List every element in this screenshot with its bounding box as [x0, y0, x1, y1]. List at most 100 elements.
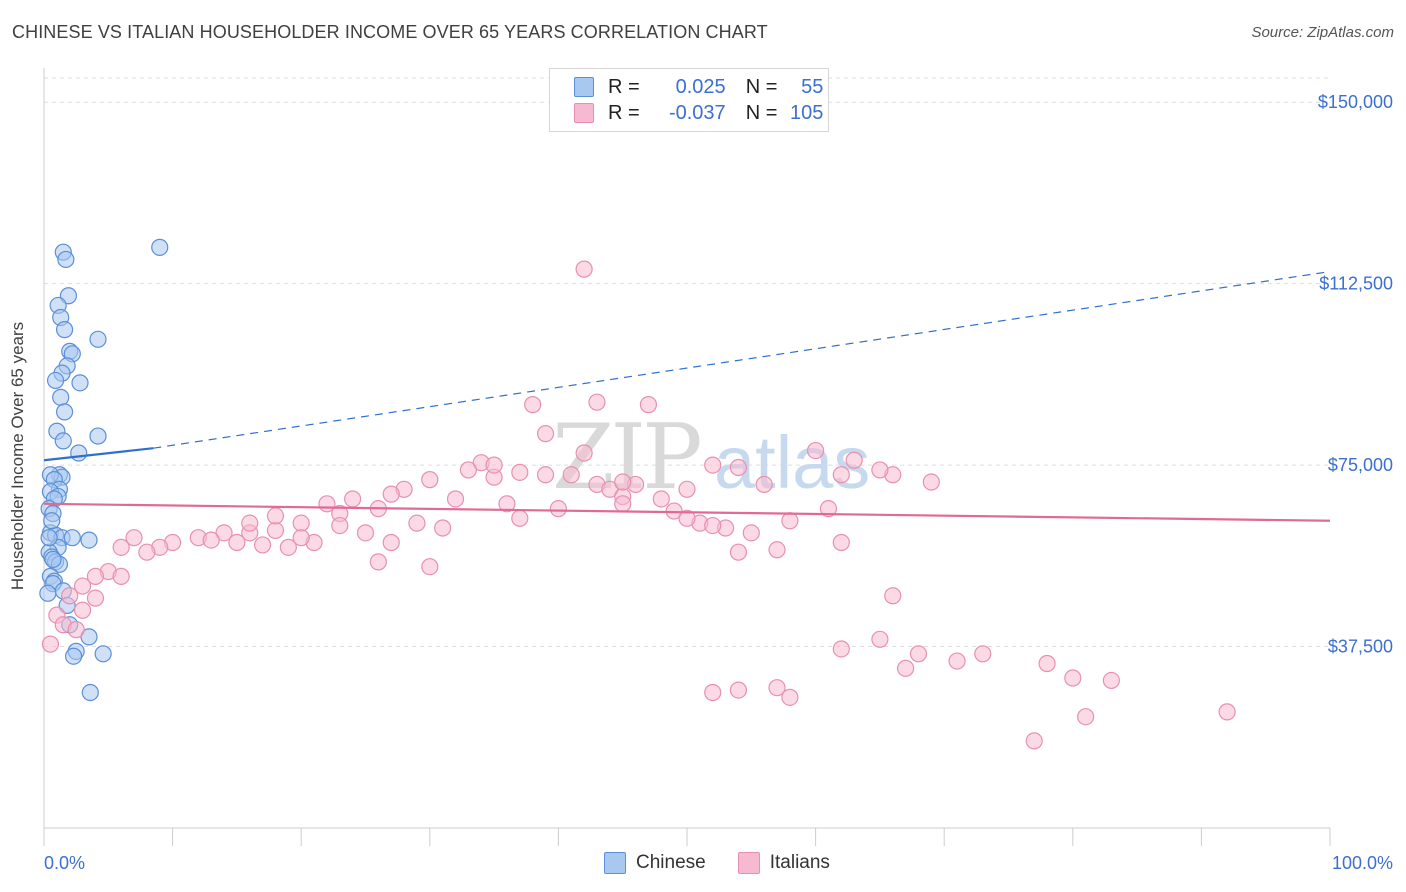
chinese-point: [80, 628, 98, 646]
chinese-point: [44, 550, 62, 569]
italian-point: [382, 533, 400, 552]
italian-point: [421, 558, 439, 576]
y-tick-label: $150,000: [1318, 92, 1393, 112]
italian-point: [279, 538, 297, 556]
source-label: Source: ZipAtlas.com: [1251, 24, 1394, 41]
italian-point: [562, 466, 580, 484]
italian-point: [678, 509, 696, 527]
italian-point: [215, 524, 233, 542]
italian-point: [832, 533, 850, 552]
italian-point: [292, 514, 310, 532]
italian-point: [678, 480, 696, 498]
italian-point: [67, 621, 85, 639]
legend-r-label: R =: [608, 75, 640, 98]
series-legend: Chinese Italians: [604, 852, 862, 874]
axis-layer: [43, 68, 1331, 846]
legend-r-value: 0.025: [675, 75, 726, 98]
italian-point: [922, 473, 940, 491]
chinese-point: [89, 330, 107, 348]
grid-layer: [44, 77, 1330, 648]
italian-point: [704, 683, 722, 702]
italian-point: [948, 652, 966, 670]
italian-point: [601, 480, 619, 498]
italian-point: [639, 396, 658, 414]
x-tick-label-max: 100.0%: [1332, 853, 1393, 873]
series-label-italians: Italians: [769, 852, 830, 873]
series-swatch-chinese: [604, 852, 626, 874]
chinese-point: [55, 321, 74, 339]
legend-r-label: R =: [608, 101, 640, 124]
series-legend-chinese: Chinese: [604, 852, 706, 874]
italian-point: [241, 514, 259, 532]
italian-point: [511, 509, 529, 527]
italian-point: [575, 444, 593, 462]
italian-point: [434, 519, 452, 537]
italian-point: [254, 536, 272, 554]
chinese-point: [63, 529, 81, 547]
italian-point: [344, 490, 362, 508]
italian-point: [112, 567, 130, 585]
chinese-trend-extension: [153, 270, 1331, 449]
series-swatch-italians: [737, 852, 760, 874]
italian-point: [524, 396, 542, 414]
italian-point: [704, 516, 722, 535]
chinese-point: [71, 374, 89, 392]
chinese-point: [89, 427, 107, 445]
italian-point: [588, 393, 606, 411]
trend-layer: [43, 270, 1331, 522]
italian-trend-line: [43, 502, 1331, 522]
italian-point: [292, 529, 310, 547]
italian-point: [1218, 703, 1236, 721]
chinese-point: [70, 444, 88, 462]
italian-point: [1102, 671, 1120, 690]
legend-n-value: 55: [801, 75, 824, 98]
legend-r-value: -0.037: [668, 101, 726, 124]
italian-point: [871, 461, 889, 479]
chinese-point: [55, 403, 74, 421]
chinese-point: [39, 584, 57, 602]
chinese-point: [46, 371, 65, 390]
chart-title: CHINESE VS ITALIAN HOUSEHOLDER INCOME OV…: [12, 22, 768, 42]
chinese-point: [94, 645, 112, 663]
legend-row-italians: R = -0.037 N = 105: [574, 101, 823, 125]
x-tick-label-min: 0.0%: [44, 853, 85, 873]
italian-point: [536, 425, 555, 443]
series-legend-italians: Italians: [737, 852, 830, 874]
italian-point: [485, 456, 503, 474]
italian-point: [781, 688, 799, 706]
italian-point: [125, 529, 143, 547]
italian-point: [73, 577, 92, 595]
italian-point: [897, 659, 915, 677]
italian-point: [112, 538, 130, 556]
italian-point: [1038, 654, 1056, 673]
italian-point: [549, 500, 568, 518]
y-tick-label: $112,500: [1319, 274, 1393, 294]
italian-point: [729, 681, 748, 699]
italian-point: [369, 553, 387, 571]
italian-point: [266, 507, 285, 525]
chinese-point: [43, 512, 61, 530]
italian-point: [781, 512, 799, 530]
italian-point: [729, 543, 748, 561]
italian-point: [575, 260, 593, 278]
italian-point: [819, 500, 838, 518]
italian-point: [1025, 732, 1043, 750]
tick-labels: $37,500 $75,000 $112,500 $150,000 0.0% 100.0%: [44, 92, 1393, 873]
italian-point: [832, 466, 850, 484]
points-layer: [39, 238, 1236, 750]
italian-point: [755, 475, 773, 494]
italian-point: [1077, 708, 1095, 726]
chinese-point: [81, 683, 99, 702]
legend-row-chinese: R = 0.025 N = 55: [574, 75, 823, 99]
italian-point: [871, 630, 889, 648]
italian-point: [768, 541, 786, 559]
legend-n-value: 105: [790, 101, 824, 124]
italian-point: [536, 466, 555, 484]
italian-point: [704, 456, 722, 474]
italian-point: [652, 490, 670, 508]
legend-swatch-chinese: [574, 77, 594, 97]
italian-point: [832, 640, 850, 658]
italian-point: [614, 473, 632, 491]
italian-point: [382, 485, 400, 503]
